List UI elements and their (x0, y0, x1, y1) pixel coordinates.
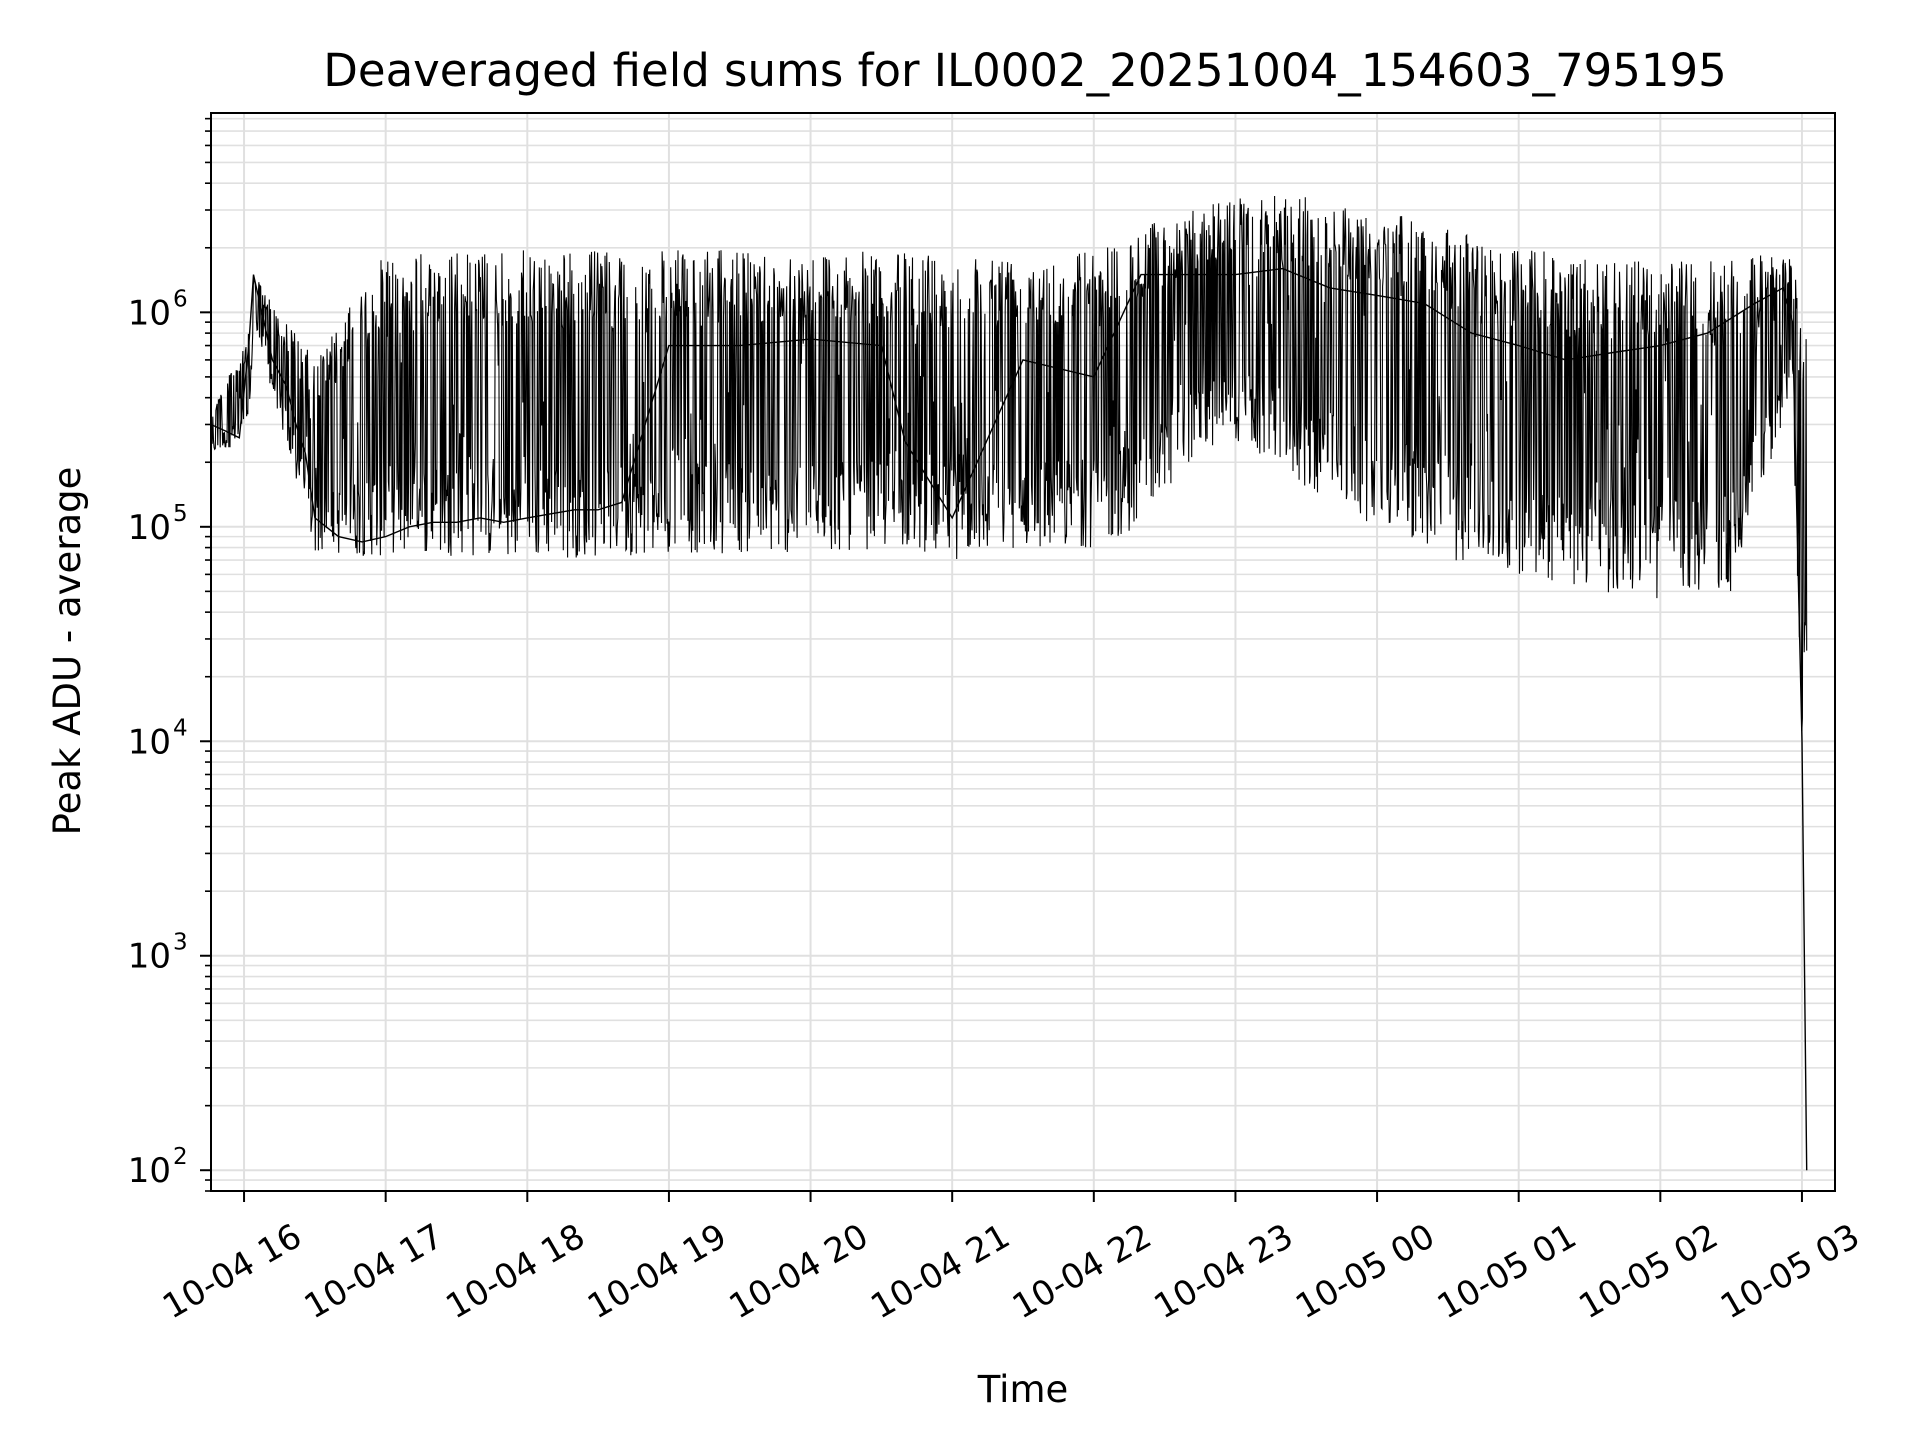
y-tick-exponent: 2 (173, 1144, 188, 1170)
axes-frame (210, 112, 1836, 1192)
x-axis-label: Time (977, 1368, 1069, 1411)
y-tick-exponent: 4 (173, 715, 188, 741)
y-tick-exponent: 5 (173, 501, 188, 527)
y-tick-label: 10 (128, 1151, 171, 1191)
y-tick-label: 10 (128, 508, 171, 548)
y-tick-label: 10 (128, 722, 171, 762)
y-tick-label: 10 (128, 293, 171, 333)
series-trace (211, 195, 1808, 732)
y-axis-label: Peak ADU - average (46, 467, 89, 836)
chart-title: Deaveraged field sums for IL0002_2025100… (323, 44, 1727, 97)
plot-area (211, 195, 1808, 1171)
y-tick-label: 10 (128, 937, 171, 977)
y-tick-exponent: 3 (173, 930, 188, 956)
y-tick-exponent: 6 (173, 286, 188, 312)
series-line (211, 267, 1808, 1171)
